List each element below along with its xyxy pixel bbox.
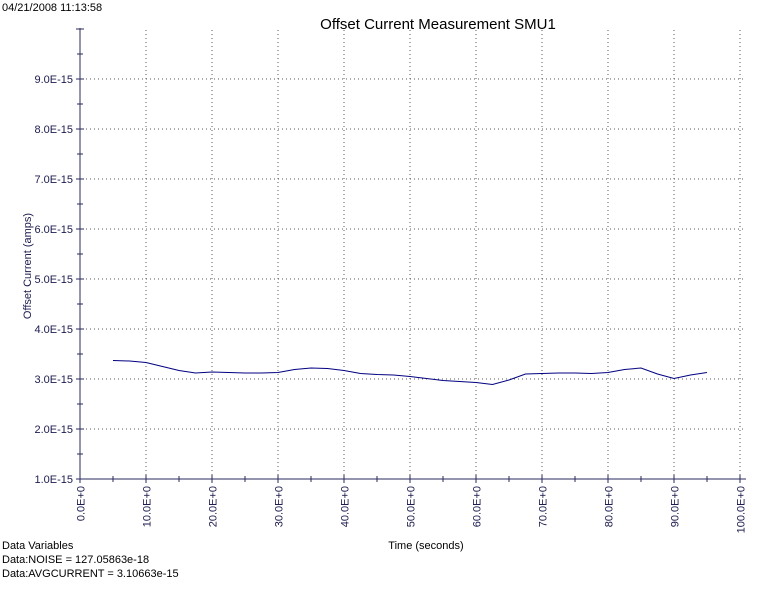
y-tick-label: 2.0E-15: [34, 424, 73, 436]
y-tick-label: 7.0E-15: [34, 174, 73, 186]
x-tick-label: 30.0E+0: [274, 486, 286, 527]
x-tick-label: 100.0E+0: [736, 486, 748, 533]
x-tick-label: 40.0E+0: [340, 486, 352, 527]
y-tick-label: 4.0E-15: [34, 324, 73, 336]
y-tick-label: 1.0E-15: [34, 474, 73, 486]
y-axis-title: Offset Current (amps): [22, 212, 34, 320]
x-tick-label: 90.0E+0: [670, 486, 682, 527]
timestamp: 04/21/2008 11:13:58: [2, 2, 103, 14]
chart-title: Offset Current Measurement SMU1: [320, 16, 556, 33]
data-line: [112, 360, 708, 386]
y-tick-label: 6.0E-15: [34, 224, 73, 236]
y-tick-label: 3.0E-15: [34, 374, 73, 386]
x-tick-label: 80.0E+0: [604, 486, 616, 527]
y-tick-label: 8.0E-15: [34, 124, 73, 136]
x-tick-label: 10.0E+0: [142, 486, 154, 527]
data-variables-panel: Data Variables Data:NOISE = 127.05863e-1…: [2, 539, 179, 581]
x-tick-label: 20.0E+0: [208, 486, 220, 527]
x-tick-label: 70.0E+0: [538, 486, 550, 527]
x-tick-label: 0.0E+0: [76, 486, 88, 521]
data-variables-heading: Data Variables: [2, 540, 74, 552]
y-tick-label: 5.0E-15: [34, 274, 73, 286]
data-avgcurrent-value: Data:AVGCURRENT = 3.10663e-15: [2, 568, 179, 580]
data-noise-value: Data:NOISE = 127.05863e-18: [2, 554, 150, 566]
x-tick-label: 60.0E+0: [472, 486, 484, 527]
x-axis-title: Time (seconds): [388, 540, 464, 552]
x-tick-label: 50.0E+0: [406, 486, 418, 527]
y-tick-label: 9.0E-15: [34, 74, 73, 86]
